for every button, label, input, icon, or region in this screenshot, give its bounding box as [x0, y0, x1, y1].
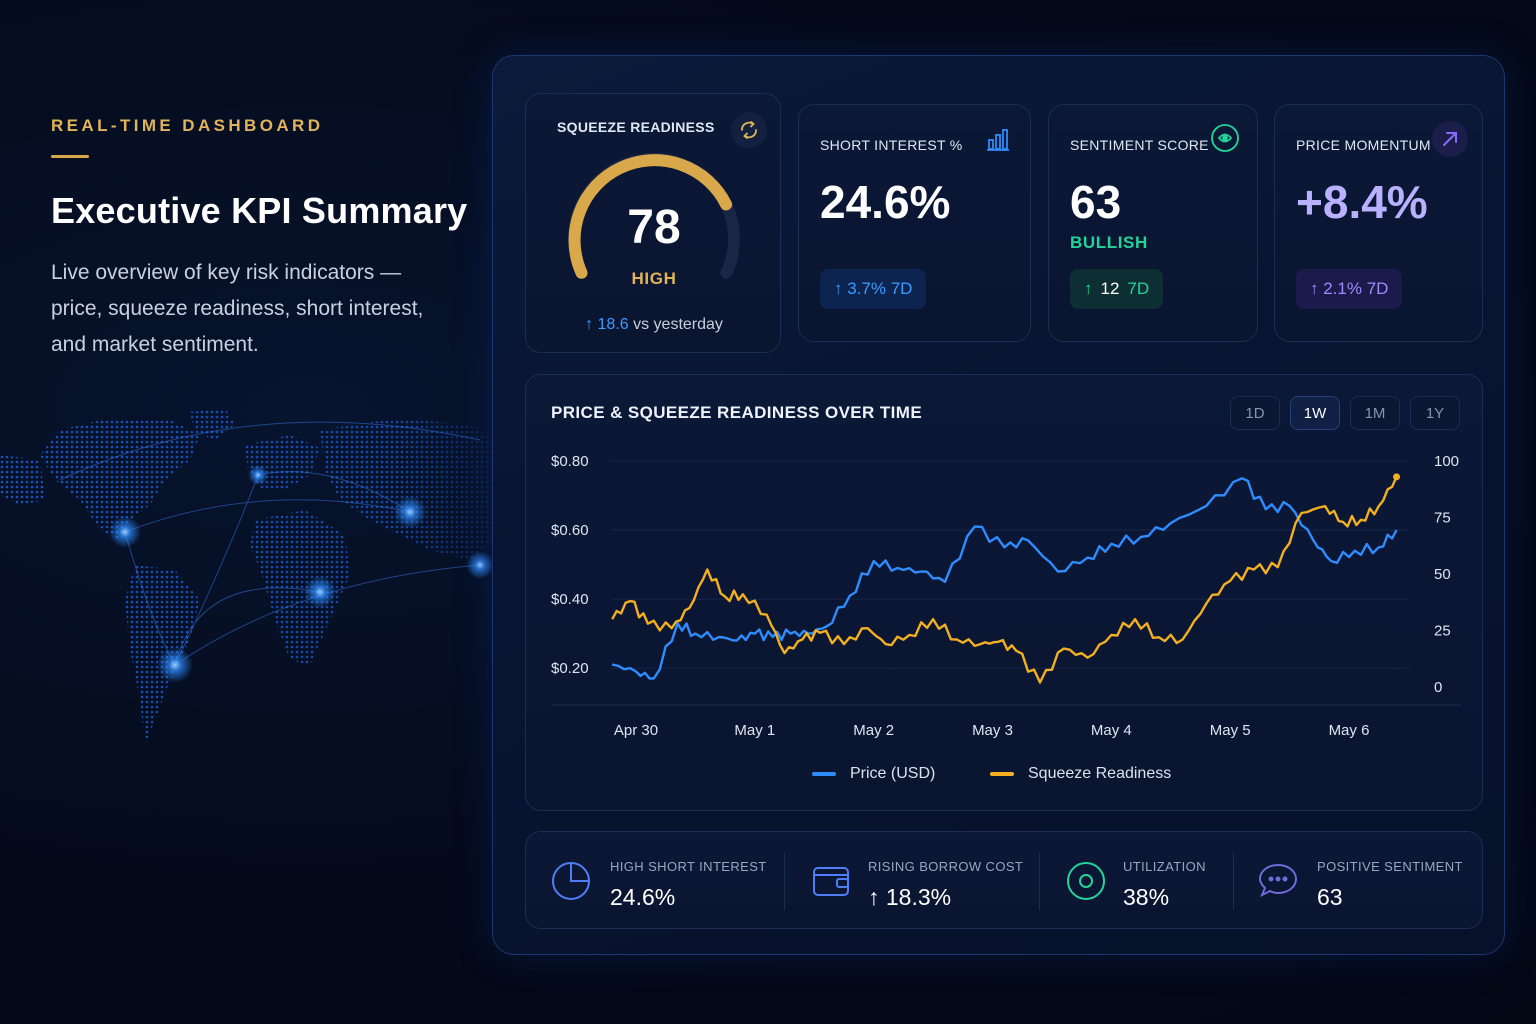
- stat-divider: [1039, 852, 1040, 910]
- momentum-value: +8.4%: [1296, 176, 1428, 228]
- price-squeeze-line-chart: $0.80 $0.60 $0.40 $0.20 100 75 50 25 0 Apr 30 May …: [551, 453, 1461, 739]
- y-right-tick-label: 50: [1434, 566, 1451, 583]
- range-button-1m[interactable]: 1M: [1350, 396, 1400, 430]
- y-right-tick-label: 25: [1434, 623, 1451, 640]
- target-ring-icon: [1067, 862, 1105, 900]
- y-right-tick-label: 100: [1434, 453, 1459, 470]
- squeeze-level: HIGH: [631, 269, 677, 288]
- legend-squeeze: Squeeze Readiness: [990, 765, 1171, 783]
- x-tick-label: May 6: [1329, 722, 1370, 739]
- y-right-tick-label: 75: [1434, 510, 1451, 527]
- chart-title: PRICE & SQUEEZE READINESS OVER TIME: [551, 403, 923, 422]
- squeeze-value: 78: [627, 201, 681, 254]
- x-tick-label: May 5: [1210, 722, 1251, 739]
- chart-card: PRICE & SQUEEZE READINESS OVER TIME 1D 1…: [525, 374, 1483, 811]
- y-left-tick-label: $0.60: [551, 522, 589, 539]
- legend-squeeze-label: Squeeze Readiness: [1028, 765, 1172, 782]
- stat-value: 38%: [1123, 884, 1170, 910]
- x-tick-label: May 3: [972, 722, 1013, 739]
- stat-label: UTILIZATION: [1123, 859, 1206, 874]
- stat-positive-sentiment[interactable]: POSITIVE SENTIMENT 63: [1233, 832, 1484, 930]
- eye-circle-icon: [1210, 123, 1240, 158]
- short-interest-change: ↑ 3.7% 7D: [820, 269, 927, 309]
- price-momentum-card[interactable]: PRICE MOMENTUM +8.4% ↑ 2.1% 7D: [1274, 104, 1483, 342]
- momentum-title: PRICE MOMENTUM: [1296, 137, 1431, 153]
- x-tick-label: May 2: [853, 722, 894, 739]
- range-button-1y[interactable]: 1Y: [1410, 396, 1460, 430]
- stat-value: 63: [1317, 884, 1343, 910]
- sentiment-change-value: 12: [1100, 279, 1120, 298]
- stat-value: ↑ 18.3%: [868, 884, 952, 910]
- pie-chart-icon: [552, 862, 590, 900]
- world-map-graphic: [0, 408, 495, 745]
- momentum-change: ↑ 2.1% 7D: [1296, 269, 1403, 309]
- short-interest-title: SHORT INTEREST %: [820, 137, 963, 153]
- eyebrow-underline: [51, 155, 89, 158]
- y-left-tick-label: $0.80: [551, 453, 589, 470]
- wallet-icon: [813, 867, 849, 896]
- dashboard-panel: SQUEEZE READINESS 78 HIGH ↑ 18.6 vs yest…: [492, 55, 1505, 955]
- squeeze-delta: ↑ 18.6 vs yesterday: [526, 316, 782, 334]
- chat-bubble-icon: [1258, 863, 1298, 898]
- delta-value: 18.6: [597, 316, 629, 333]
- delta-suffix: vs yesterday: [633, 316, 723, 333]
- stats-strip: HIGH SHORT INTEREST 24.6% RISING BORROW …: [525, 831, 1483, 929]
- trend-up-arrow-icon: [1432, 121, 1468, 157]
- y-left-tick-label: $0.40: [551, 591, 589, 608]
- bar-chart-icon: [984, 125, 1012, 158]
- legend-price-swatch: [812, 772, 836, 776]
- legend-price-label: Price (USD): [850, 765, 936, 782]
- sentiment-change: ↑ 12 7D: [1070, 269, 1164, 309]
- x-tick-label: May 1: [734, 722, 775, 739]
- squeeze-gauge: [568, 152, 740, 279]
- sentiment-change-arrow: ↑: [1084, 279, 1093, 298]
- x-tick-label: Apr 30: [614, 722, 658, 739]
- sentiment-change-period: 7D: [1127, 279, 1150, 298]
- stat-divider: [784, 852, 785, 910]
- sentiment-label: BULLISH: [1070, 233, 1148, 252]
- stat-rising-borrow-cost[interactable]: RISING BORROW COST ↑ 18.3%: [784, 832, 1039, 930]
- sentiment-title: SENTIMENT SCORE: [1070, 137, 1209, 153]
- squeeze-readiness-card[interactable]: SQUEEZE READINESS 78 HIGH ↑ 18.6 vs yest…: [525, 93, 781, 353]
- stat-label: RISING BORROW COST: [868, 859, 1024, 874]
- refresh-cycle-icon: [731, 112, 767, 148]
- squeeze-series-line: [611, 476, 1398, 684]
- short-interest-value: 24.6%: [820, 176, 951, 228]
- squeeze-card-title: SQUEEZE READINESS: [557, 119, 715, 135]
- y-right-tick-label: 0: [1434, 679, 1442, 696]
- range-button-1d[interactable]: 1D: [1230, 396, 1280, 430]
- stat-utilization[interactable]: UTILIZATION 38%: [1039, 832, 1233, 930]
- price-series-line: [611, 477, 1398, 680]
- stat-divider: [1233, 852, 1234, 910]
- delta-arrow: ↑: [585, 316, 594, 333]
- eyebrow-label: REAL-TIME DASHBOARD: [51, 116, 324, 135]
- range-button-1w[interactable]: 1W: [1290, 396, 1340, 430]
- stat-label: HIGH SHORT INTEREST: [610, 859, 767, 874]
- y-left-tick-label: $0.20: [551, 660, 589, 677]
- stat-value: 24.6%: [610, 884, 676, 910]
- squeeze-series-endpoint: [1393, 473, 1401, 481]
- x-tick-label: May 4: [1091, 722, 1132, 739]
- sentiment-card[interactable]: SENTIMENT SCORE 63 BULLISH ↑ 12 7D: [1048, 104, 1258, 342]
- legend-squeeze-swatch: [990, 772, 1014, 776]
- stat-high-short-interest[interactable]: HIGH SHORT INTEREST 24.6%: [526, 832, 784, 930]
- stat-label: POSITIVE SENTIMENT: [1317, 859, 1463, 874]
- short-interest-card[interactable]: SHORT INTEREST % 24.6% ↑ 3.7% 7D: [798, 104, 1031, 342]
- page-title: Executive KPI Summary: [51, 190, 468, 231]
- legend-price: Price (USD): [812, 765, 935, 783]
- sentiment-value: 63: [1070, 176, 1122, 228]
- page-description: Live overview of key risk indicators — p…: [51, 261, 424, 356]
